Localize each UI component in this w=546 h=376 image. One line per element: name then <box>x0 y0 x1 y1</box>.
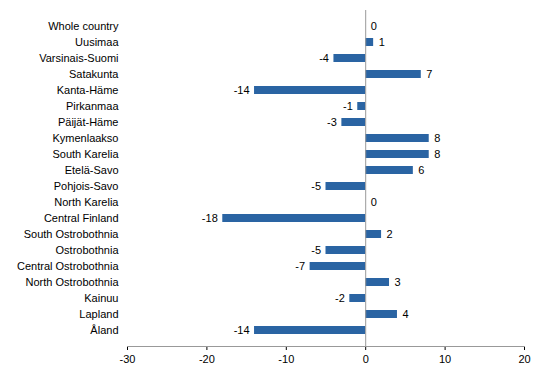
svg-text:South Karelia: South Karelia <box>52 148 119 160</box>
svg-text:Pohjois-Savo: Pohjois-Savo <box>54 180 119 192</box>
svg-text:2: 2 <box>387 228 393 240</box>
svg-text:-4: -4 <box>319 52 329 64</box>
svg-text:-14: -14 <box>234 84 250 96</box>
svg-text:-18: -18 <box>202 212 218 224</box>
svg-text:-1: -1 <box>343 100 353 112</box>
svg-text:Kainuu: Kainuu <box>84 292 118 304</box>
svg-text:Ostrobothnia: Ostrobothnia <box>56 244 120 256</box>
svg-text:Kanta-Häme: Kanta-Häme <box>57 84 119 96</box>
svg-text:7: 7 <box>426 68 432 80</box>
svg-text:Whole country: Whole country <box>48 20 119 32</box>
svg-text:Pirkanmaa: Pirkanmaa <box>66 100 119 112</box>
svg-text:20: 20 <box>518 353 530 365</box>
svg-text:North Karelia: North Karelia <box>54 196 119 208</box>
svg-text:8: 8 <box>434 148 440 160</box>
svg-text:0: 0 <box>371 20 377 32</box>
svg-text:Päijät-Häme: Päijät-Häme <box>58 116 119 128</box>
svg-text:-20: -20 <box>199 353 215 365</box>
svg-text:-3: -3 <box>327 116 337 128</box>
svg-text:Åland: Åland <box>90 324 118 336</box>
svg-text:South Ostrobothnia: South Ostrobothnia <box>24 228 120 240</box>
svg-text:-2: -2 <box>335 292 345 304</box>
svg-text:North Ostrobothnia: North Ostrobothnia <box>26 276 120 288</box>
svg-text:8: 8 <box>434 132 440 144</box>
svg-text:0: 0 <box>371 196 377 208</box>
svg-text:-5: -5 <box>311 244 321 256</box>
svg-text:Central Ostrobothnia: Central Ostrobothnia <box>17 260 119 272</box>
svg-text:-14: -14 <box>234 324 250 336</box>
svg-text:0: 0 <box>363 353 369 365</box>
svg-text:-7: -7 <box>295 260 305 272</box>
svg-text:Lapland: Lapland <box>79 308 118 320</box>
svg-text:Varsinais-Suomi: Varsinais-Suomi <box>39 52 118 64</box>
svg-text:1: 1 <box>379 36 385 48</box>
svg-text:-30: -30 <box>120 353 136 365</box>
svg-text:-5: -5 <box>311 180 321 192</box>
svg-text:Satakunta: Satakunta <box>69 68 119 80</box>
svg-text:Kymenlaakso: Kymenlaakso <box>52 132 118 144</box>
svg-text:Uusimaa: Uusimaa <box>75 36 119 48</box>
svg-text:3: 3 <box>395 276 401 288</box>
svg-text:Central Finland: Central Finland <box>44 212 119 224</box>
svg-text:10: 10 <box>439 353 451 365</box>
svg-text:4: 4 <box>402 308 408 320</box>
svg-text:6: 6 <box>418 164 424 176</box>
svg-text:-10: -10 <box>278 353 294 365</box>
svg-text:Etelä-Savo: Etelä-Savo <box>65 164 119 176</box>
